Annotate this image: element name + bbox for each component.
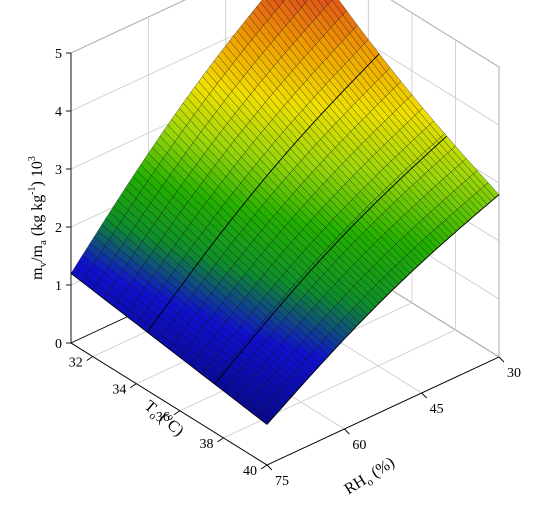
surface-line bbox=[214, 135, 448, 385]
t-tick-label: 38 bbox=[199, 437, 213, 452]
z-tick-label: 5 bbox=[55, 47, 62, 62]
t-tick bbox=[260, 464, 268, 470]
rh-tick-label: 45 bbox=[430, 402, 444, 417]
t-gridline bbox=[223, 39, 456, 439]
z-tick-label: 0 bbox=[55, 337, 62, 352]
t-tick-label: 32 bbox=[69, 356, 83, 371]
rh-tick bbox=[498, 356, 505, 363]
surface-edge bbox=[70, 273, 268, 425]
rh-axis-title: RHo (%) bbox=[341, 454, 399, 500]
rh-tick-label: 75 bbox=[275, 474, 289, 489]
t-tick-label: 34 bbox=[112, 383, 126, 398]
z-tick-label: 3 bbox=[55, 163, 62, 178]
rh-tick bbox=[421, 392, 427, 399]
surface-line bbox=[146, 53, 380, 333]
t-tick bbox=[130, 383, 137, 389]
z-tick-label: 1 bbox=[55, 279, 62, 294]
t-axis-line bbox=[70, 342, 268, 466]
rh-axis-line bbox=[266, 356, 500, 466]
rh-tick bbox=[266, 464, 273, 471]
surface-edge bbox=[266, 194, 500, 425]
surface-mesh bbox=[70, 0, 500, 425]
t-tick bbox=[217, 437, 224, 443]
rh-tick-label: 30 bbox=[507, 366, 521, 381]
rh-tick-label: 60 bbox=[352, 438, 366, 453]
t-tick-label: 36 bbox=[156, 410, 170, 425]
axes-frame bbox=[70, 53, 500, 466]
t-tick-label: 40 bbox=[243, 464, 257, 479]
z-tick-label: 2 bbox=[55, 221, 62, 236]
t-tick bbox=[86, 356, 94, 361]
t-tick bbox=[173, 410, 181, 416]
z-axis-title: mv/ma (kg kg-1) 103 bbox=[27, 156, 49, 280]
z-tick-label: 4 bbox=[55, 105, 62, 120]
rh-tick bbox=[344, 428, 350, 435]
